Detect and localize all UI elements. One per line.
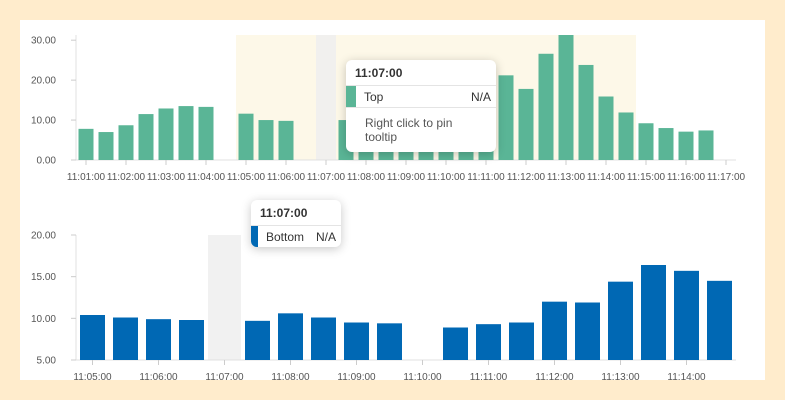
x-tick-label: 11:13:00 [601,372,640,380]
x-tick-label: 11:16:00 [667,172,706,183]
bar [311,317,336,360]
bar [638,123,654,160]
bar [509,322,534,360]
x-tick-label: 11:06:00 [139,372,178,380]
tooltip-series-value: N/A [315,229,336,244]
bar [377,323,402,360]
bar [98,132,114,160]
x-tick-label: 11:10:00 [427,172,466,183]
bar [443,327,468,360]
bar [707,280,732,360]
bar [476,324,501,360]
bar [344,322,369,360]
x-tick-label: 11:05:00 [73,372,112,380]
bar [658,128,674,160]
bottom-bar-chart[interactable]: 5.00 10.00 15.00 20.00 11:05:00 11:06:00 11:07… [20,200,765,380]
x-tick-label: 11:04:00 [187,172,226,183]
bar [80,315,105,360]
x-tick-label: 11:14:00 [667,372,706,380]
x-tick-label: 11:17:00 [707,172,746,183]
x-tick-label: 11:09:00 [337,372,376,380]
bar [558,35,574,160]
hover-column [208,235,241,360]
bar [238,113,254,160]
bar [113,317,138,360]
bar [78,128,94,160]
x-tick-label: 11:08:00 [271,372,310,380]
bar [578,64,594,160]
y-tick-label: 10.00 [31,314,56,325]
top-tooltip: 11:07:00 Top N/A Right click to pin tool… [346,60,496,152]
bar [698,130,714,160]
x-tick-label: 11:13:00 [547,172,586,183]
y-tick-label: 20.00 [31,231,56,242]
x-tick-label: 11:02:00 [107,172,146,183]
pin-tooltip-hint: Right click to pin tooltip [365,116,453,144]
tooltip-series-name: Top [364,89,384,104]
hover-column [316,35,336,160]
x-tick-label: 11:11:00 [467,172,505,183]
bar [575,302,600,360]
tooltip-series-name: Bottom [265,229,304,244]
bar [138,114,154,160]
bottom-tooltip: 11:07:00 Bottom N/A [251,200,341,247]
bar [641,265,666,360]
bar [618,112,634,160]
x-tick-label: 11:05:00 [227,172,266,183]
bar [608,281,633,360]
bar [278,120,294,160]
tooltip-time: 11:07:00 [346,60,496,86]
bar [178,106,194,160]
bar [146,319,171,360]
y-tick-label: 0.00 [37,156,57,167]
x-tick-label: 11:10:00 [403,372,442,380]
tooltip-row: Bottom N/A [251,226,341,247]
bar [674,270,699,360]
x-tick-label: 11:01:00 [67,172,106,183]
bar [678,131,694,160]
x-tick-label: 11:07:00 [307,172,346,183]
series-swatch [346,86,356,107]
x-tick-label: 11:11:00 [470,372,508,380]
y-tick-label: 20.00 [31,76,56,87]
x-tick-label: 11:12:00 [535,372,574,380]
bar [498,75,514,160]
x-tick-label: 11:15:00 [627,172,666,183]
x-tick-label: 11:14:00 [587,172,626,183]
bar [245,320,270,360]
tooltip-row: Top N/A [346,86,496,108]
x-tick-label: 11:06:00 [267,172,306,183]
x-tick-label: 11:08:00 [347,172,386,183]
y-tick-label: 30.00 [31,36,56,47]
tooltip-series-value: N/A [470,89,491,104]
bar [179,320,204,360]
x-tick-label: 11:12:00 [507,172,546,183]
chart-panel: 0.00 10.00 20.00 30.00 11:01:00 11:02:00 11:03… [20,20,765,380]
bar [538,53,554,160]
bar [542,301,567,360]
bar [198,106,214,160]
x-tick-label: 11:09:00 [387,172,426,183]
y-tick-label: 5.00 [37,356,57,367]
bar [258,120,274,160]
bar [158,108,174,160]
bar [118,125,134,160]
tooltip-time: 11:07:00 [251,200,341,226]
y-tick-label: 15.00 [31,272,56,283]
series-swatch [251,226,258,247]
bar [278,313,303,360]
bar [518,88,534,160]
y-tick-label: 10.00 [31,116,56,127]
bar [598,96,614,160]
x-tick-label: 11:03:00 [147,172,186,183]
x-tick-label: 11:07:00 [205,372,244,380]
